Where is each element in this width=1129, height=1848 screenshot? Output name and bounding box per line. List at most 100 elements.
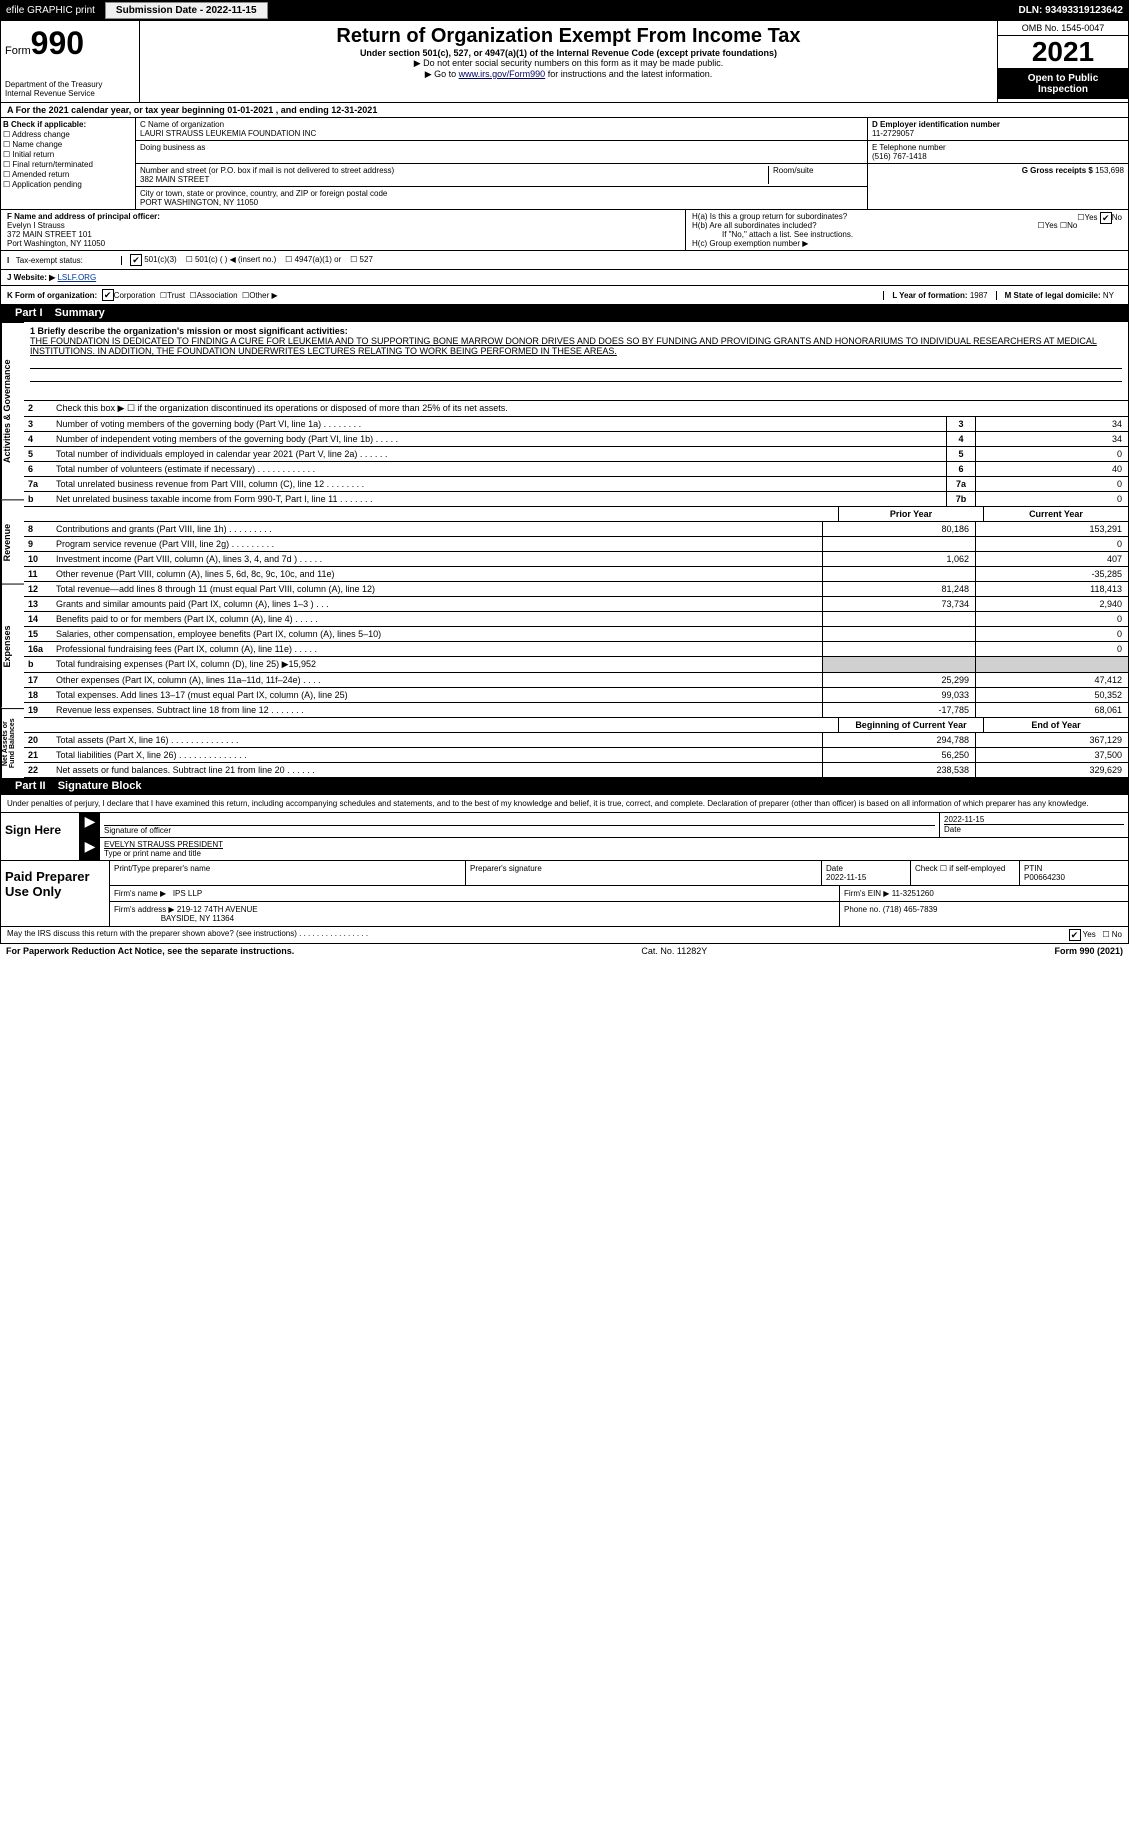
mission-block: 1 Briefly describe the organization's mi… (24, 322, 1129, 401)
line-18: 18 Total expenses. Add lines 13–17 (must… (24, 688, 1129, 703)
dba-label: Doing business as (140, 143, 863, 152)
form-word: Form (5, 45, 31, 57)
line-3: 3 Number of voting members of the govern… (24, 417, 1129, 432)
ptin: P00664230 (1024, 873, 1065, 882)
line-5: 5 Total number of individuals employed i… (24, 447, 1129, 462)
box-b: B Check if applicable: ☐ Address change … (1, 118, 136, 209)
street-label: Number and street (or P.O. box if mail i… (140, 166, 768, 175)
row-fh: F Name and address of principal officer:… (0, 210, 1129, 251)
line-11: 11 Other revenue (Part VIII, column (A),… (24, 567, 1129, 582)
ha-label: H(a) Is this a group return for subordin… (692, 212, 847, 221)
beg-end-header: Beginning of Current Year End of Year (24, 718, 1129, 733)
dln: DLN: 93493319123642 (1018, 5, 1123, 16)
line-7a: 7a Total unrelated business revenue from… (24, 477, 1129, 492)
corp-check (102, 289, 114, 301)
part1-header: Part I Summary (0, 305, 1129, 322)
may-discuss-row: May the IRS discuss this return with the… (0, 927, 1129, 944)
vtab-expenses: Expenses (1, 584, 24, 708)
street: 382 MAIN STREET (140, 175, 768, 184)
self-employed-check: Check ☐ if self-employed (911, 861, 1020, 885)
cat-no: Cat. No. 11282Y (294, 946, 1054, 956)
form-title: Return of Organization Exempt From Incom… (144, 25, 993, 48)
city-label: City or town, state or province, country… (140, 189, 863, 198)
officer-addr1: 372 MAIN STREET 101 (7, 230, 92, 239)
hc-label: H(c) Group exemption number ▶ (692, 239, 1122, 248)
tax-status-row: I Tax-exempt status: 501(c)(3) ☐ 501(c) … (0, 251, 1129, 270)
officer-printed: EVELYN STRAUSS PRESIDENT (104, 840, 223, 849)
city: PORT WASHINGTON, NY 11050 (140, 198, 863, 207)
ein-label: D Employer identification number (872, 120, 1000, 129)
phone: (516) 767-1418 (872, 152, 927, 161)
room-label: Room/suite (769, 166, 863, 184)
hb-label: H(b) Are all subordinates included? (692, 221, 817, 230)
line-b: b Total fundraising expenses (Part IX, c… (24, 657, 1129, 673)
goto-note: ▶ Go to www.irs.gov/Form990 for instruct… (144, 69, 993, 80)
sig-officer-label: Signature of officer (104, 825, 935, 835)
officer-label: F Name and address of principal officer: (7, 212, 160, 221)
irs-link[interactable]: www.irs.gov/Form990 (459, 69, 546, 79)
website-row: J Website: ▶ LSLF.ORG (0, 270, 1129, 286)
firm-addr1: 219-12 74TH AVENUE (177, 905, 258, 914)
website-link[interactable]: LSLF.ORG (57, 273, 96, 282)
efile-topbar: efile GRAPHIC print Submission Date - 20… (0, 0, 1129, 21)
website-label: J Website: ▶ (7, 273, 55, 282)
omb-number: OMB No. 1545-0047 (998, 21, 1128, 36)
sign-arrow-icon: ▶ (80, 813, 100, 837)
page-footer: For Paperwork Reduction Act Notice, see … (0, 944, 1129, 958)
ssn-note: ▶ Do not enter social security numbers o… (144, 58, 993, 69)
may-yes-check (1069, 929, 1081, 941)
prior-curr-header: Prior Year Current Year (24, 507, 1129, 522)
form-number: 990 (31, 25, 84, 61)
section-bcdeg: B Check if applicable: ☐ Address change … (0, 118, 1129, 210)
501c3-check (130, 254, 142, 266)
line-b: b Net unrelated business taxable income … (24, 492, 1129, 507)
paperwork-note: For Paperwork Reduction Act Notice, see … (6, 946, 294, 956)
submission-date: Submission Date - 2022-11-15 (105, 2, 268, 19)
domicile: NY (1103, 291, 1114, 300)
org-name: LAURI STRAUSS LEUKEMIA FOUNDATION INC (140, 129, 863, 138)
sig-date: 2022-11-15 (944, 815, 984, 824)
org-name-label: C Name of organization (140, 120, 863, 129)
paid-preparer-label: Paid Preparer Use Only (1, 861, 110, 926)
line-19: 19 Revenue less expenses. Subtract line … (24, 703, 1129, 718)
line-17: 17 Other expenses (Part IX, column (A), … (24, 673, 1129, 688)
efile-label: efile GRAPHIC print (6, 5, 95, 16)
firm-name: IPS LLP (173, 889, 202, 898)
firm-addr2: BAYSIDE, NY 11364 (161, 914, 234, 923)
sign-block: Sign Here ▶ Signature of officer 2022-11… (0, 813, 1129, 861)
officer-name: Evelyn I Strauss (7, 221, 65, 230)
form-subtitle: Under section 501(c), 527, or 4947(a)(1)… (144, 48, 993, 58)
gross-label: G Gross receipts $ (1022, 166, 1093, 175)
vtab-revenue: Revenue (1, 499, 24, 584)
line-4: 4 Number of independent voting members o… (24, 432, 1129, 447)
officer-addr2: Port Washington, NY 11050 (7, 239, 105, 248)
firm-phone: (718) 465-7839 (883, 905, 938, 914)
box-c: C Name of organization LAURI STRAUSS LEU… (136, 118, 868, 209)
line-21: 21 Total liabilities (Part X, line 26) .… (24, 748, 1129, 763)
k-row: K Form of organization: Corporation ☐ Tr… (0, 286, 1129, 305)
line-10: 10 Investment income (Part VIII, column … (24, 552, 1129, 567)
line-2: 2 Check this box ▶ ☐ if the organization… (24, 401, 1129, 417)
firm-ein: 11-3251260 (892, 889, 934, 898)
domicile-label: M State of legal domicile: (1005, 291, 1101, 300)
ein: 11-2729057 (872, 129, 914, 138)
prep-name-label: Print/Type preparer's name (114, 864, 210, 873)
line-6: 6 Total number of volunteers (estimate i… (24, 462, 1129, 477)
line-15: 15 Salaries, other compensation, employe… (24, 627, 1129, 642)
form-org-label: K Form of organization: (7, 291, 97, 300)
year-formed: 1987 (970, 291, 988, 300)
prep-sig-label: Preparer's signature (470, 864, 542, 873)
form-header: Form990 Department of the Treasury Inter… (0, 21, 1129, 103)
sign-arrow-icon: ▶ (80, 838, 100, 860)
dept-label: Department of the Treasury (5, 80, 135, 89)
vtab-netassets: Net Assets or Fund Balances (1, 708, 24, 778)
line-22: 22 Net assets or fund balances. Subtract… (24, 763, 1129, 778)
part2-header: Part II Signature Block (0, 778, 1129, 795)
perjury-note: Under penalties of perjury, I declare th… (0, 795, 1129, 813)
tax-year: 2021 (998, 36, 1128, 69)
line-14: 14 Benefits paid to or for members (Part… (24, 612, 1129, 627)
line-16a: 16a Professional fundraising fees (Part … (24, 642, 1129, 657)
line-12: 12 Total revenue—add lines 8 through 11 … (24, 582, 1129, 597)
form-page-label: Form 990 (2021) (1054, 946, 1123, 956)
phone-label: E Telephone number (872, 143, 946, 152)
